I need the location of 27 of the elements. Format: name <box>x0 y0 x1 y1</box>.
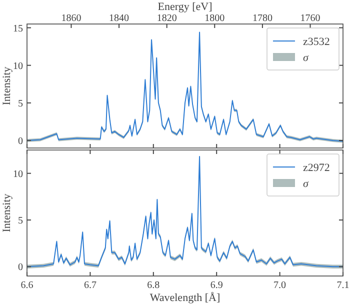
x2-tick-label: 1800 <box>204 13 225 24</box>
x2-tick-label: 1780 <box>252 13 272 24</box>
y-tick-label: 5 <box>18 216 23 226</box>
y-axis-title: Intensity <box>1 193 13 232</box>
x2-axis-title: Energy [eV] <box>158 1 212 13</box>
y-axis-title: Intensity <box>1 66 13 106</box>
y-tick-label: 5 <box>18 98 23 110</box>
x-tick-label: 6.6 <box>20 280 34 291</box>
y-tick-label: 0 <box>18 262 23 274</box>
x-axis-title: Wavelength [Å] <box>150 291 220 304</box>
y-tick-label: 15 <box>13 23 23 34</box>
x-tick-label: 7.1 <box>336 280 350 291</box>
x-tick-label: 7.0 <box>274 280 286 291</box>
x-tick-label: 6.8 <box>147 280 160 291</box>
legend-label: z3532 <box>303 36 330 48</box>
x2-tick-label: 1820 <box>156 13 177 24</box>
x-tick-label: 6.7 <box>84 280 96 291</box>
x2-tick-label: 1860 <box>61 13 82 24</box>
y-tick-label: 0 <box>18 136 23 147</box>
legend-label: σ <box>303 52 309 64</box>
x2-tick-label: 1840 <box>109 13 130 24</box>
x2-tick-label: 1760 <box>300 13 320 24</box>
legend-label: σ <box>303 178 309 190</box>
y-tick-label: 10 <box>13 168 23 180</box>
legend-label: z2972 <box>303 162 330 174</box>
x-tick-label: 6.9 <box>210 280 223 291</box>
y-tick-label: 10 <box>13 60 23 72</box>
